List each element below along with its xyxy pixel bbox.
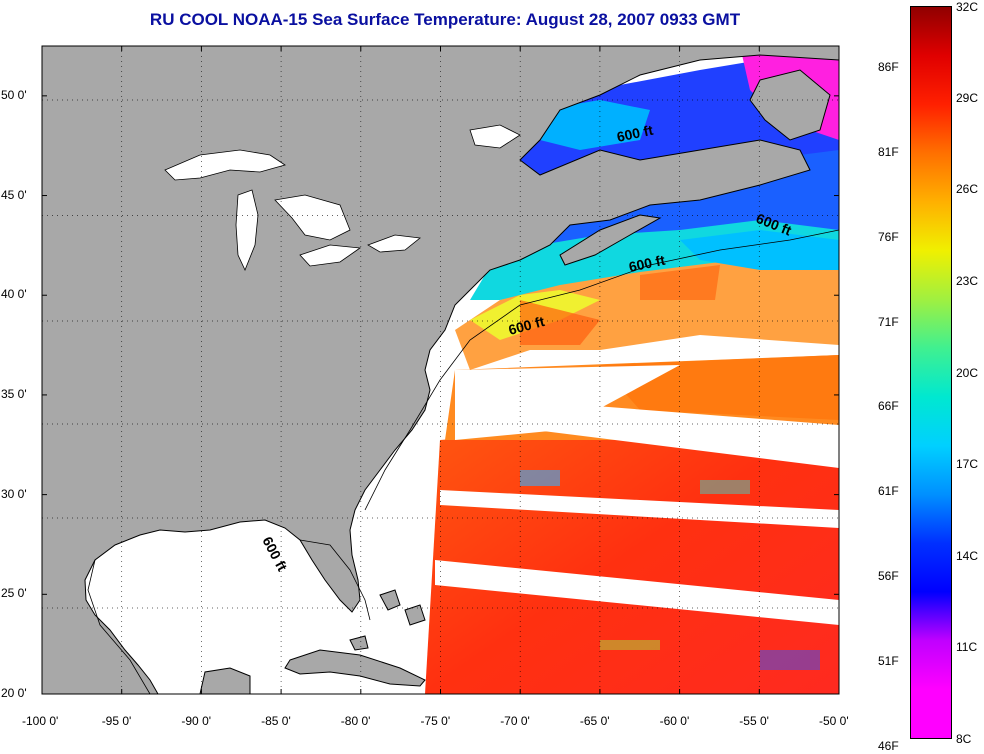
colorbar-fahrenheit-label: 61F — [878, 484, 899, 499]
lon-tick-label: -60 0' — [659, 714, 690, 728]
lat-tick-label: 30 0' — [1, 486, 27, 501]
colorbar-celsius-label: 32C — [956, 0, 979, 14]
sst-map: 600 ft 600 ft 600 ft 600 ft 600 ft — [41, 45, 840, 695]
colorbar-fahrenheit-label: 86F — [878, 60, 899, 75]
isobath-label: 600 ft — [615, 122, 654, 145]
lat-tick-label: 40 0' — [1, 287, 27, 302]
colorbar-celsius-label: 11C — [956, 640, 978, 655]
map-title: RU COOL NOAA-15 Sea Surface Temperature:… — [149, 10, 741, 29]
graticule — [42, 46, 839, 694]
lat-tick-label: 20 0' — [1, 686, 27, 700]
colorbar-fahrenheit-label: 71F — [878, 314, 899, 329]
colorbar-celsius-label: 20C — [956, 365, 979, 380]
colorbar-celsius-label: 29C — [956, 90, 979, 105]
temperature-colorbar — [910, 6, 952, 739]
colorbar-celsius-label: 26C — [956, 182, 979, 197]
colorbar-celsius-label: 17C — [956, 457, 979, 472]
colorbar-fahrenheit-label: 76F — [878, 229, 899, 244]
lon-tick-label: -65 0' — [579, 714, 610, 728]
lat-tick-label: 25 0' — [1, 586, 27, 601]
sst-swath — [425, 355, 839, 694]
lon-tick-label: -55 0' — [739, 714, 769, 728]
lon-tick-label: -85 0' — [261, 714, 291, 728]
colorbar-celsius-label: 14C — [956, 548, 979, 563]
isobath-600ft — [87, 229, 839, 694]
colorbar-celsius-label: 23C — [956, 273, 979, 288]
colorbar-fahrenheit-label: 46F — [878, 738, 899, 753]
lon-tick-label: -75 0' — [420, 714, 451, 728]
isobath-label: 600 ft — [627, 252, 666, 275]
colorbar-fahrenheit-label: 81F — [878, 144, 899, 159]
lat-tick-label: 45 0' — [1, 187, 27, 202]
lat-tick-label: 35 0' — [1, 386, 27, 401]
great-lakes — [164, 124, 521, 272]
colorbar-fahrenheit-label: 51F — [878, 653, 899, 668]
lon-tick-label: -95 0' — [101, 714, 132, 728]
colorbar-celsius-label: 8C — [956, 732, 972, 746]
lon-tick-label: -50 0' — [819, 714, 849, 728]
lon-tick-label: -90 0' — [181, 714, 212, 728]
colorbar-fahrenheit-label: 66F — [878, 399, 899, 414]
lon-tick-label: -100 0' — [22, 714, 59, 728]
colorbar-fahrenheit-label: 56F — [878, 569, 899, 584]
lon-tick-label: -70 0' — [500, 714, 530, 728]
lat-tick-label: 50 0' — [1, 87, 27, 102]
lon-tick-label: -80 0' — [340, 714, 371, 728]
